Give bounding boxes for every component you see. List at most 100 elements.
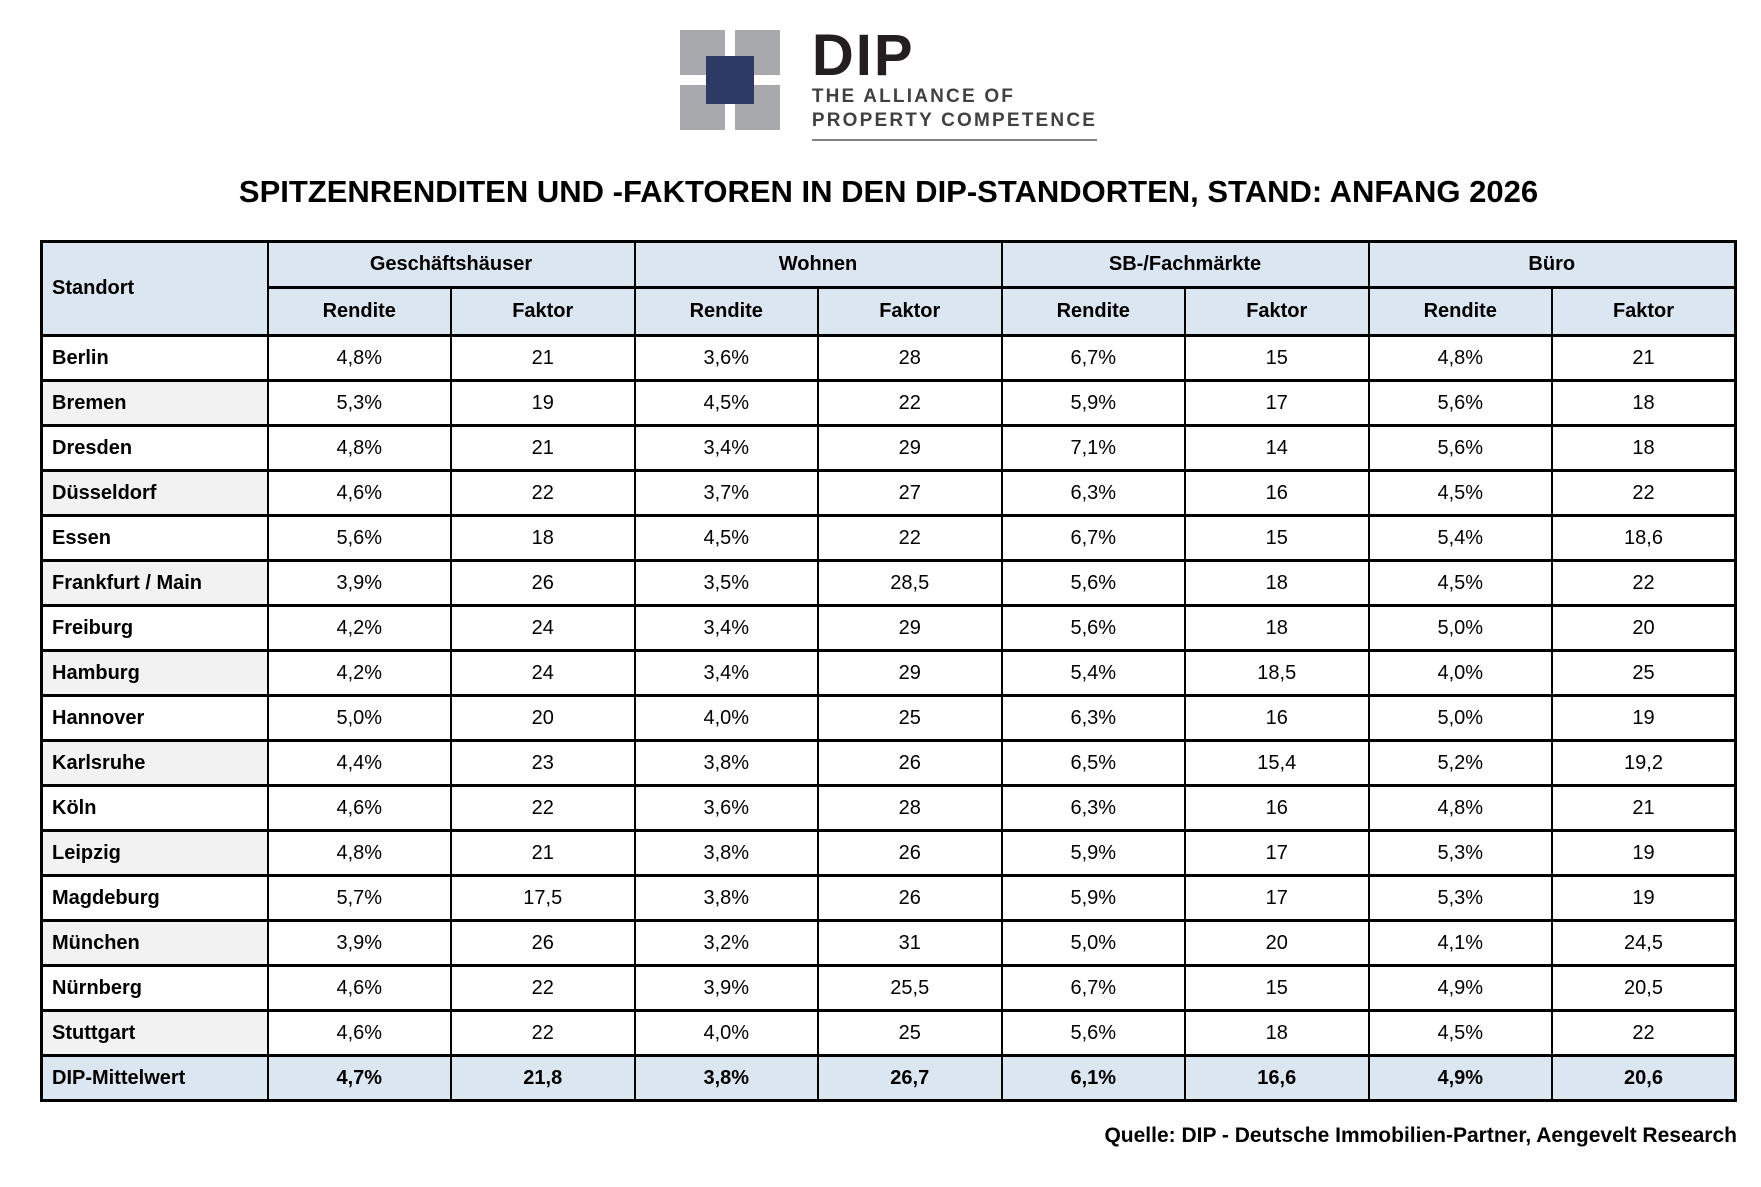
standort-cell: Hannover bbox=[40, 694, 269, 742]
value-cell: 4,6% bbox=[266, 784, 452, 832]
value-cell: 3,9% bbox=[266, 559, 452, 607]
value-cell: 4,9% bbox=[1367, 1054, 1553, 1102]
value-cell: 7,1% bbox=[1000, 424, 1186, 472]
value-cell: 5,3% bbox=[1367, 874, 1553, 922]
logo-tagline-line1: THE ALLIANCE OF bbox=[811, 86, 1016, 108]
value-cell: 19 bbox=[1551, 829, 1737, 877]
value-cell: 5,0% bbox=[266, 694, 452, 742]
value-cell: 22 bbox=[1551, 559, 1737, 607]
value-cell: 4,6% bbox=[266, 469, 452, 517]
standort-cell: DIP-Mittelwert bbox=[40, 1054, 269, 1102]
standort-cell: Dresden bbox=[40, 424, 269, 472]
value-cell: 18 bbox=[1551, 379, 1737, 427]
logo-center-square-icon bbox=[705, 56, 754, 104]
table-row: Berlin 4,8% 21 3,6% 28 6,7% 15 4,8% 21 bbox=[40, 334, 1737, 382]
sub-header-faktor: Faktor bbox=[1551, 286, 1737, 337]
value-cell: 3,9% bbox=[266, 919, 452, 967]
value-cell: 21 bbox=[1551, 784, 1737, 832]
value-cell: 14 bbox=[1184, 424, 1370, 472]
value-cell: 22 bbox=[450, 964, 636, 1012]
standort-cell: Karlsruhe bbox=[40, 739, 269, 787]
value-cell: 15 bbox=[1184, 334, 1370, 382]
value-cell: 22 bbox=[450, 469, 636, 517]
table-header-group-row: Standort Geschäftshäuser Wohnen SB-/Fach… bbox=[40, 240, 1737, 337]
table-row: Düsseldorf 4,6% 22 3,7% 27 6,3% 16 4,5% 22 bbox=[40, 469, 1737, 517]
group-header-sb-fachmaerkte: SB-/Fachmärkte bbox=[1000, 240, 1370, 289]
value-cell: 22 bbox=[450, 1009, 636, 1057]
value-cell: 4,8% bbox=[266, 829, 452, 877]
group-header-geschaeftshaeuser: Geschäftshäuser bbox=[266, 240, 636, 289]
value-cell: 4,5% bbox=[1367, 469, 1553, 517]
renditen-faktoren-table: Standort Geschäftshäuser Wohnen SB-/Fach… bbox=[40, 240, 1737, 1102]
table-row: Karlsruhe 4,4% 23 3,8% 26 6,5% 15,4 5,2% 19,2 bbox=[40, 739, 1737, 787]
value-cell: 28 bbox=[817, 784, 1003, 832]
value-cell: 19 bbox=[1551, 694, 1737, 742]
value-cell: 3,6% bbox=[633, 784, 819, 832]
value-cell: 3,4% bbox=[633, 604, 819, 652]
value-cell: 3,6% bbox=[633, 334, 819, 382]
value-cell: 17,5 bbox=[450, 874, 636, 922]
table-row: Freiburg 4,2% 24 3,4% 29 5,6% 18 5,0% 20 bbox=[40, 604, 1737, 652]
value-cell: 22 bbox=[1551, 469, 1737, 517]
value-cell: 4,5% bbox=[1367, 1009, 1553, 1057]
standort-cell: Berlin bbox=[40, 334, 269, 382]
value-cell: 20 bbox=[450, 694, 636, 742]
value-cell: 4,7% bbox=[266, 1054, 452, 1102]
value-cell: 5,2% bbox=[1367, 739, 1553, 787]
value-cell: 6,3% bbox=[1000, 469, 1186, 517]
table-row: Essen 5,6% 18 4,5% 22 6,7% 15 5,4% 18,6 bbox=[40, 514, 1737, 562]
logo-text: DIP THE ALLIANCE OF PROPERTY COMPETENCE bbox=[811, 26, 1098, 141]
value-cell: 19 bbox=[1551, 874, 1737, 922]
table-header-sub-row: Rendite Faktor Rendite Faktor Rendite Fa… bbox=[42, 286, 1737, 337]
value-cell: 21 bbox=[450, 424, 636, 472]
table-row: Köln 4,6% 22 3,6% 28 6,3% 16 4,8% 21 bbox=[40, 784, 1737, 832]
value-cell: 4,1% bbox=[1367, 919, 1553, 967]
value-cell: 25 bbox=[817, 1009, 1003, 1057]
logo-tagline: THE ALLIANCE OF PROPERTY COMPETENCE bbox=[811, 85, 1098, 141]
sub-header-rendite: Rendite bbox=[1367, 286, 1553, 337]
table-row: Dresden 4,8% 21 3,4% 29 7,1% 14 5,6% 18 bbox=[40, 424, 1737, 472]
sub-header-rendite: Rendite bbox=[633, 286, 819, 337]
value-cell: 29 bbox=[817, 604, 1003, 652]
value-cell: 5,3% bbox=[1367, 829, 1553, 877]
value-cell: 3,2% bbox=[633, 919, 819, 967]
table-row: München 3,9% 26 3,2% 31 5,0% 20 4,1% 24,5 bbox=[40, 919, 1737, 967]
table-row: Stuttgart 4,6% 22 4,0% 25 5,6% 18 4,5% 22 bbox=[40, 1009, 1737, 1057]
sub-header-faktor: Faktor bbox=[817, 286, 1003, 337]
page: DIP THE ALLIANCE OF PROPERTY COMPETENCE … bbox=[40, 0, 1737, 1148]
value-cell: 5,6% bbox=[1367, 379, 1553, 427]
value-cell: 3,8% bbox=[633, 874, 819, 922]
table-row: Hannover 5,0% 20 4,0% 25 6,3% 16 5,0% 19 bbox=[40, 694, 1737, 742]
logo-tagline-line2: PROPERTY COMPETENCE bbox=[811, 110, 1098, 132]
value-cell: 16 bbox=[1184, 694, 1370, 742]
value-cell: 5,0% bbox=[1367, 604, 1553, 652]
value-cell: 3,4% bbox=[633, 424, 819, 472]
value-cell: 15 bbox=[1184, 964, 1370, 1012]
value-cell: 18 bbox=[1551, 424, 1737, 472]
value-cell: 4,0% bbox=[633, 694, 819, 742]
value-cell: 17 bbox=[1184, 874, 1370, 922]
value-cell: 6,3% bbox=[1000, 784, 1186, 832]
value-cell: 31 bbox=[817, 919, 1003, 967]
value-cell: 3,9% bbox=[633, 964, 819, 1012]
value-cell: 18 bbox=[1184, 1009, 1370, 1057]
value-cell: 18 bbox=[450, 514, 636, 562]
value-cell: 22 bbox=[1551, 1009, 1737, 1057]
table-row: Hamburg 4,2% 24 3,4% 29 5,4% 18,5 4,0% 25 bbox=[40, 649, 1737, 697]
col-header-standort: Standort bbox=[40, 240, 269, 337]
sub-header-rendite: Rendite bbox=[266, 286, 452, 337]
value-cell: 17 bbox=[1184, 379, 1370, 427]
value-cell: 5,6% bbox=[1000, 1009, 1186, 1057]
standort-cell: Düsseldorf bbox=[40, 469, 269, 517]
value-cell: 4,2% bbox=[266, 649, 452, 697]
standort-cell: Freiburg bbox=[40, 604, 269, 652]
value-cell: 5,6% bbox=[1000, 604, 1186, 652]
value-cell: 6,3% bbox=[1000, 694, 1186, 742]
value-cell: 22 bbox=[817, 379, 1003, 427]
value-cell: 6,7% bbox=[1000, 334, 1186, 382]
value-cell: 5,9% bbox=[1000, 829, 1186, 877]
summary-row: DIP-Mittelwert 4,7% 21,8 3,8% 26,7 6,1% 16,6 4,… bbox=[40, 1054, 1737, 1102]
value-cell: 4,2% bbox=[266, 604, 452, 652]
table-header: Standort Geschäftshäuser Wohnen SB-/Fach… bbox=[40, 240, 1737, 337]
value-cell: 4,0% bbox=[1367, 649, 1553, 697]
